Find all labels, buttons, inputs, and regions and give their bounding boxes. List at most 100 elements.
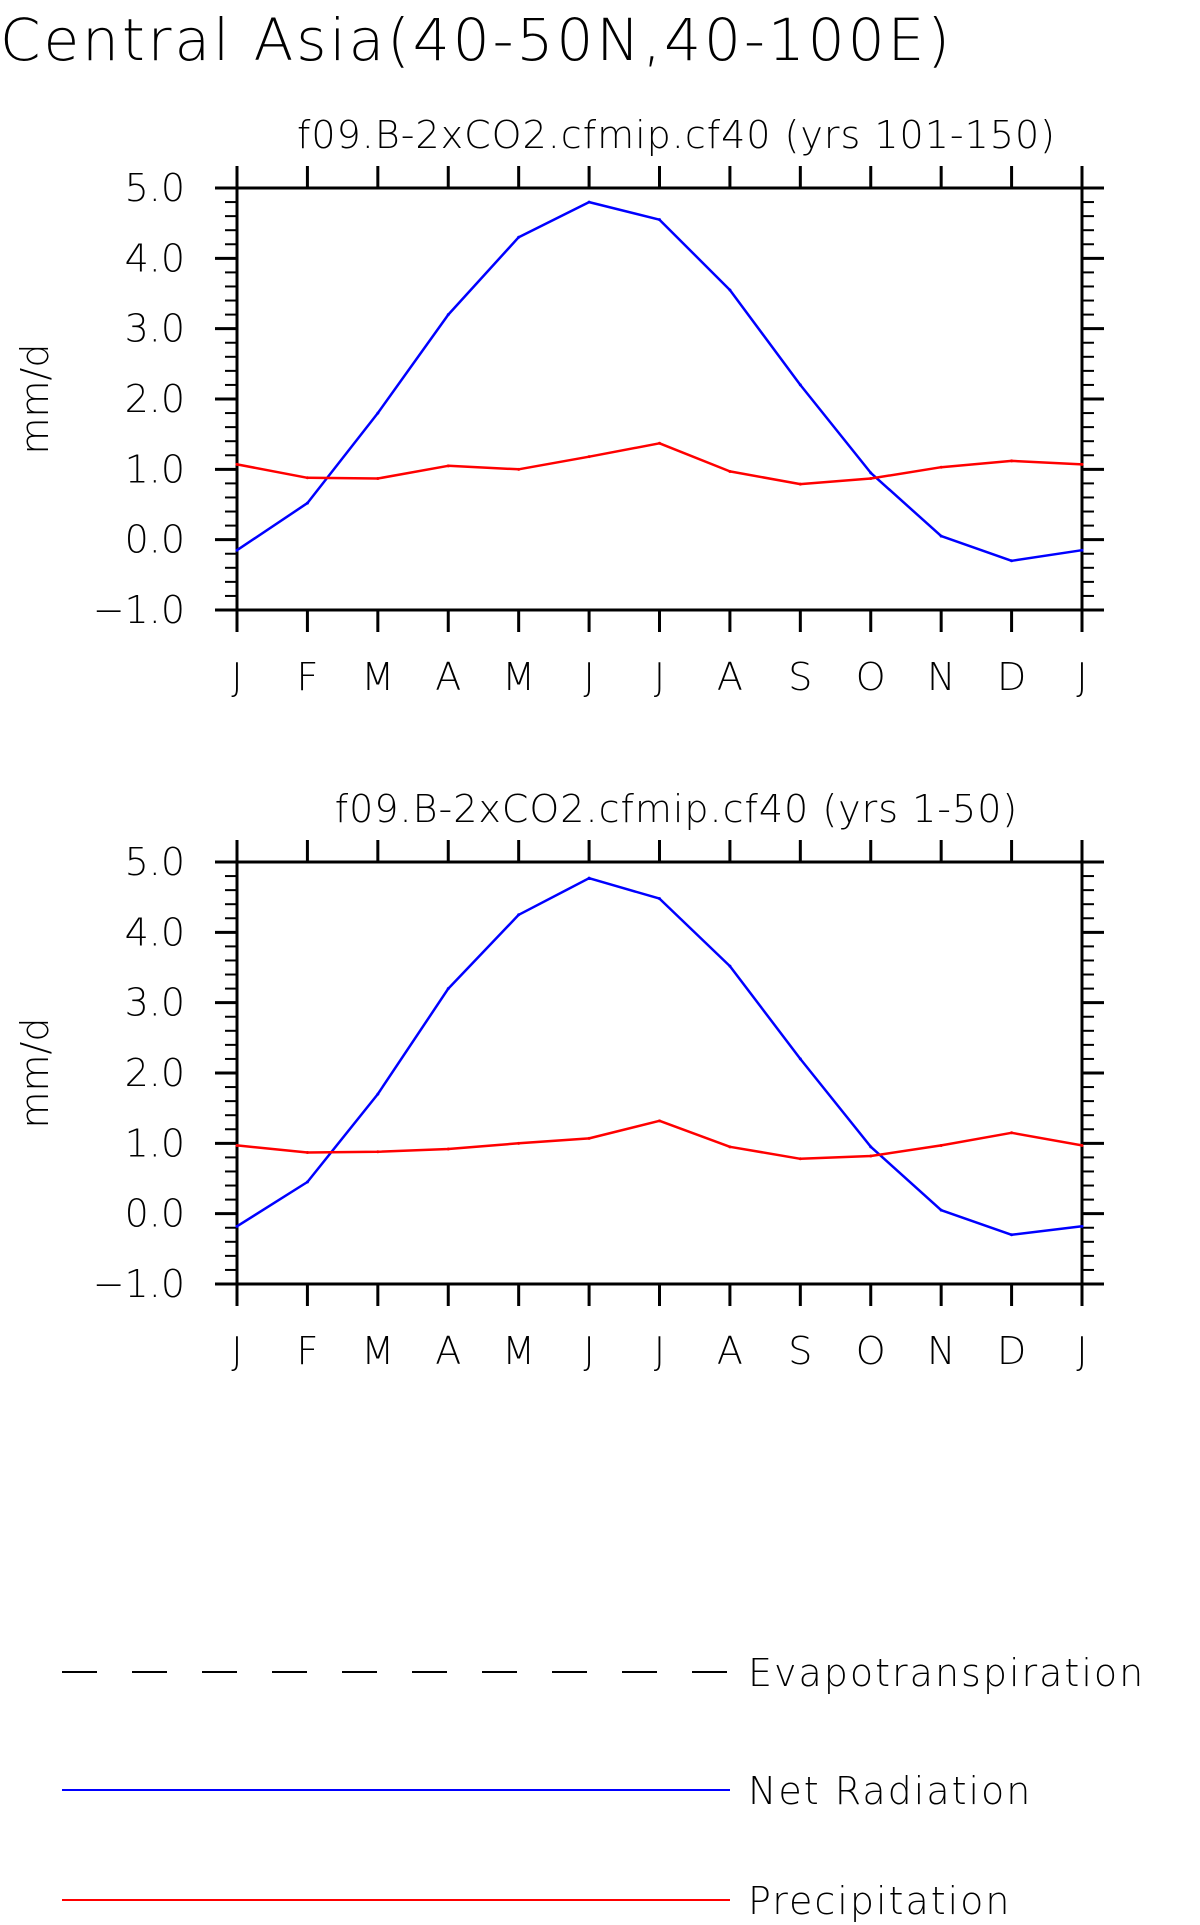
data-point-precipitation (305, 1150, 309, 1154)
data-point-precipitation (869, 1154, 873, 1158)
series-line-net-radiation (236, 876, 1083, 1237)
x-tick-label: J (654, 655, 665, 699)
data-point-net-radiation (587, 876, 591, 880)
data-point-net-radiation (587, 200, 591, 204)
data-point-precipitation (869, 476, 873, 480)
data-point-net-radiation (798, 1057, 802, 1061)
y-tick-label: 4.0 (125, 236, 185, 280)
data-point-net-radiation (1080, 1224, 1084, 1228)
x-tick-label: J (583, 655, 594, 699)
data-point-precipitation (798, 482, 802, 486)
data-point-net-radiation (305, 501, 309, 505)
chart-panel-1: f09.B-2xCO2.cfmip.cf40 (yrs 101-150) 5.0 4… (13, 113, 1104, 699)
x-tick-label: A (435, 1329, 461, 1373)
data-point-net-radiation (869, 1145, 873, 1149)
data-point-net-radiation (869, 471, 873, 475)
y-tick-label: 1.0 (125, 1121, 185, 1165)
x-tick-label: S (788, 655, 812, 699)
y-tick-label: 4.0 (125, 910, 185, 954)
x-tick-label: J (231, 655, 242, 699)
data-point-net-radiation (939, 534, 943, 538)
series-line-net-radiation (236, 200, 1083, 563)
x-tick-label: J (583, 1329, 594, 1373)
y-tick-label: 3.0 (125, 981, 185, 1025)
x-tick-label: O (856, 1329, 886, 1373)
data-point-net-radiation (1080, 548, 1084, 552)
x-tick-label: A (717, 1329, 743, 1373)
y-tick-label: 0.0 (125, 1192, 185, 1236)
y-tick-label: −1.0 (93, 1262, 185, 1306)
y-tick-label: 0.0 (125, 518, 185, 562)
data-point-net-radiation (658, 897, 661, 901)
data-point-precipitation (446, 464, 450, 468)
y-tick-label: 5.0 (125, 840, 185, 884)
legend-item-net-radiation: Net Radiation (62, 1769, 1032, 1813)
data-point-precipitation (1010, 459, 1014, 463)
x-tick-label: M (361, 1329, 394, 1373)
chart-panel-2: f09.B-2xCO2.cfmip.cf40 (yrs 1-50) 5.0 4.0 3… (13, 787, 1104, 1373)
data-point-precipitation (517, 467, 521, 471)
x-tick-label: M (361, 655, 394, 699)
x-tick-label: M (502, 655, 535, 699)
data-point-precipitation (728, 1145, 732, 1149)
y-tick-label: 2.0 (125, 377, 185, 421)
data-point-precipitation (658, 441, 661, 445)
data-point-precipitation (1010, 1131, 1014, 1135)
legend-label: Precipitation (748, 1879, 1012, 1923)
data-point-net-radiation (798, 383, 802, 387)
legend-label: Net Radiation (748, 1769, 1032, 1813)
x-tick-label: J (1076, 1329, 1087, 1373)
data-point-precipitation (235, 1143, 239, 1147)
y-tick-label: 2.0 (125, 1051, 185, 1095)
plot-frame (235, 186, 1084, 612)
figure-title: Central Asia(40-50N,40-100E) (0, 6, 953, 74)
data-point-net-radiation (939, 1208, 943, 1212)
data-point-net-radiation (235, 548, 239, 552)
panel-title: f09.B-2xCO2.cfmip.cf40 (yrs 101-150) (297, 113, 1056, 157)
data-point-net-radiation (235, 1224, 239, 1228)
data-point-net-radiation (728, 964, 732, 968)
data-point-net-radiation (1010, 1233, 1014, 1237)
data-point-net-radiation (1010, 559, 1014, 563)
y-tick-label: 3.0 (125, 307, 185, 351)
data-point-precipitation (658, 1119, 661, 1123)
y-tick-label: −1.0 (93, 588, 185, 632)
legend: Evapotranspiration Net Radiation Precipita… (62, 1651, 1145, 1923)
y-tick-label: 1.0 (125, 447, 185, 491)
data-point-precipitation (235, 462, 239, 466)
x-tick-label: J (1076, 655, 1087, 699)
y-tick-label: 5.0 (125, 166, 185, 210)
data-point-net-radiation (446, 313, 450, 317)
data-point-precipitation (305, 476, 309, 480)
legend-item-precipitation: Precipitation (62, 1879, 1012, 1923)
data-point-precipitation (939, 465, 943, 469)
x-tick-label: D (997, 1329, 1026, 1373)
chart-panels: f09.B-2xCO2.cfmip.cf40 (yrs 101-150) 5.0 4… (13, 113, 1104, 1373)
x-tick-label: O (856, 655, 886, 699)
data-point-precipitation (446, 1147, 450, 1151)
x-tick-label: N (927, 655, 955, 699)
x-tick-label: S (788, 1329, 812, 1373)
y-axis-label: mm/d (13, 1018, 57, 1129)
data-point-precipitation (728, 469, 732, 473)
y-ticks (215, 186, 1104, 612)
series-line-precipitation (236, 442, 1083, 486)
data-point-net-radiation (728, 288, 732, 292)
x-tick-label: A (435, 655, 461, 699)
x-tick-label: J (231, 1329, 242, 1373)
data-point-net-radiation (305, 1180, 309, 1184)
data-point-precipitation (798, 1157, 802, 1161)
y-ticks (215, 860, 1104, 1286)
data-point-net-radiation (376, 411, 380, 415)
x-tick-label: N (927, 1329, 955, 1373)
data-point-precipitation (587, 1136, 591, 1140)
data-point-precipitation (376, 476, 380, 480)
legend-label: Evapotranspiration (748, 1651, 1145, 1695)
data-point-precipitation (939, 1143, 943, 1147)
series-line-precipitation (236, 1119, 1083, 1161)
x-tick-label: M (502, 1329, 535, 1373)
data-point-precipitation (1080, 462, 1084, 466)
data-point-net-radiation (517, 235, 521, 239)
x-tick-label: D (997, 655, 1026, 699)
